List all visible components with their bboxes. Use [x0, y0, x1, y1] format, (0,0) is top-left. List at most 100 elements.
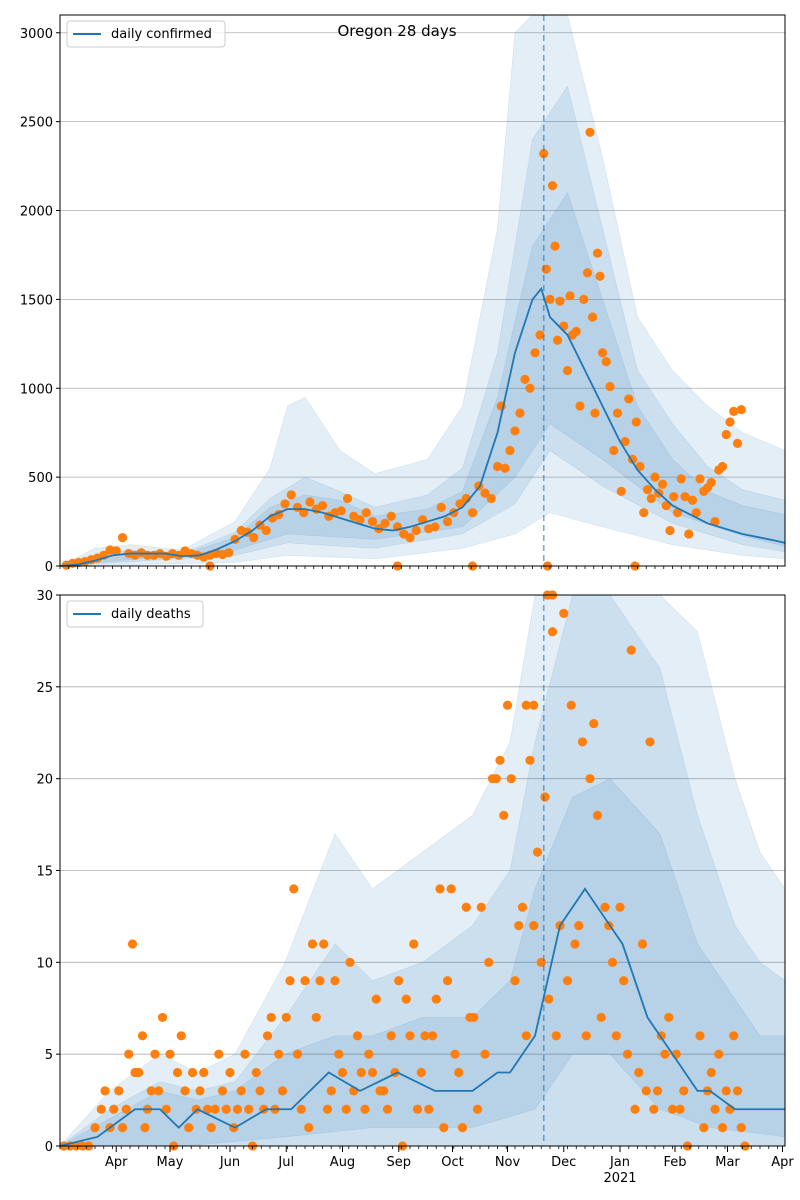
data-point	[261, 525, 271, 536]
data-point	[544, 994, 554, 1004]
data-point	[669, 492, 679, 502]
legend: daily deaths	[66, 600, 204, 628]
data-point	[411, 525, 421, 536]
data-point	[596, 1012, 606, 1023]
data-point	[721, 429, 731, 440]
data-point	[706, 477, 716, 488]
data-point	[615, 902, 625, 912]
data-point	[582, 268, 593, 278]
data-point	[492, 461, 503, 472]
data-point	[341, 1104, 351, 1114]
data-point	[725, 417, 735, 427]
data-point	[649, 1104, 659, 1114]
y-tick-label: 5	[45, 1048, 53, 1063]
data-point	[650, 472, 660, 482]
data-point	[592, 248, 603, 258]
data-point	[472, 1104, 483, 1114]
data-point	[289, 884, 299, 894]
data-point	[570, 939, 580, 949]
data-point	[315, 976, 325, 986]
data-point	[562, 976, 573, 986]
data-point	[612, 408, 623, 418]
data-point	[566, 700, 576, 710]
data-point	[480, 488, 490, 498]
data-point	[96, 1104, 106, 1114]
data-point	[206, 1123, 216, 1133]
data-point	[552, 335, 563, 345]
band-middle	[59, 594, 786, 1147]
legend-label: daily deaths	[111, 607, 191, 622]
x-tick-label: Jun	[219, 1155, 240, 1170]
band-inner	[59, 192, 786, 567]
uncertainty-bands	[59, 594, 786, 1147]
data-point	[476, 902, 486, 912]
y-tick-label: 1000	[20, 382, 53, 397]
data-point	[157, 1012, 168, 1023]
y-axis-ticks: 0 500 1000 1500 2000 2500 3000	[20, 27, 60, 575]
data-point	[637, 939, 648, 949]
data-point	[430, 522, 440, 532]
data-point	[624, 394, 634, 404]
data-point	[484, 957, 494, 967]
data-point	[405, 1031, 415, 1041]
data-point	[597, 348, 608, 358]
data-point	[187, 1067, 198, 1078]
data-point	[337, 1067, 348, 1078]
data-point	[675, 1104, 685, 1114]
data-point	[539, 149, 549, 159]
data-point	[535, 330, 545, 340]
y-tick-label: 20	[36, 773, 53, 788]
data-point	[281, 1012, 291, 1023]
data-point	[262, 1031, 273, 1041]
data-point	[210, 1104, 220, 1114]
data-point	[631, 417, 641, 427]
data-point	[672, 508, 683, 518]
data-point	[579, 294, 589, 304]
data-point	[361, 508, 371, 518]
data-point	[386, 1031, 396, 1041]
data-point	[486, 493, 496, 504]
data-point	[342, 493, 353, 504]
data-point	[134, 1067, 144, 1078]
data-point	[532, 847, 543, 857]
data-point	[165, 1049, 175, 1059]
data-point	[221, 1104, 231, 1114]
data-point	[555, 296, 565, 306]
data-point	[127, 939, 138, 949]
data-point	[111, 546, 121, 556]
data-point	[334, 1049, 344, 1059]
data-point	[499, 810, 509, 821]
data-point	[550, 241, 560, 251]
data-point	[184, 1123, 194, 1133]
x-tick-label: Mar	[715, 1155, 740, 1170]
data-point	[547, 181, 558, 191]
x-tick-label: May	[157, 1155, 184, 1170]
data-point	[587, 312, 598, 322]
data-point	[431, 994, 441, 1004]
data-point	[380, 518, 390, 528]
data-point	[355, 515, 365, 525]
data-point	[416, 1067, 426, 1078]
median-line	[59, 286, 786, 567]
data-point	[266, 1012, 276, 1023]
data-point	[529, 921, 539, 931]
data-point	[90, 1123, 100, 1133]
data-point	[699, 1123, 709, 1133]
data-point	[326, 1086, 336, 1096]
y-tick-label: 0	[45, 560, 53, 575]
data-point	[307, 939, 318, 949]
series-line	[59, 887, 785, 1147]
data-point	[645, 737, 655, 747]
data-point	[514, 921, 524, 931]
x-tick-label: Nov	[495, 1155, 521, 1170]
data-point	[529, 700, 539, 710]
data-point	[232, 1104, 243, 1114]
data-point	[124, 1049, 134, 1059]
data-point	[559, 321, 569, 331]
y-tick-label: 1500	[20, 293, 53, 308]
data-point	[360, 1104, 370, 1114]
band-outer	[59, 594, 786, 1147]
data-point	[371, 994, 381, 1004]
data-point	[356, 1067, 366, 1078]
data-point	[721, 1086, 731, 1096]
